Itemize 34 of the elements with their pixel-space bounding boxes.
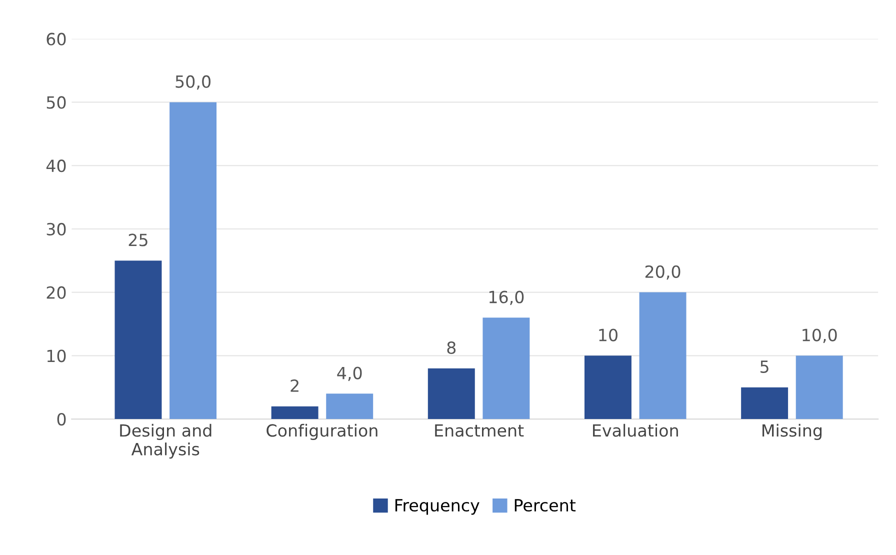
bar xyxy=(741,387,788,420)
bar xyxy=(326,394,374,420)
data-label: 5 xyxy=(760,360,768,374)
y-tick-label: 40 xyxy=(46,160,66,172)
data-label: 8 xyxy=(447,341,456,354)
legend-label: Percent xyxy=(514,499,576,512)
y-tick-label: 10 xyxy=(47,350,66,362)
bar xyxy=(584,356,632,420)
data-label: 4,0 xyxy=(337,366,362,382)
bar xyxy=(114,260,162,420)
bar xyxy=(271,406,318,420)
data-label: 50,0 xyxy=(176,75,210,90)
x-tick-label: Missing xyxy=(762,424,822,440)
legend-label: Frequency xyxy=(395,499,480,515)
bar xyxy=(428,368,475,420)
y-tick-label: 0 xyxy=(57,412,66,426)
y-tick-label: 50 xyxy=(46,96,66,109)
data-label: 2 xyxy=(290,379,298,392)
data-label: 16,0 xyxy=(489,290,524,306)
x-tick-label: Evaluation xyxy=(593,424,678,437)
y-tick-label: 30 xyxy=(46,222,66,236)
x-tick-label: Configuration xyxy=(266,424,378,440)
data-label: 25 xyxy=(128,234,148,246)
bar xyxy=(170,102,217,420)
bar xyxy=(639,292,686,420)
data-label: 10 xyxy=(599,328,618,342)
bar xyxy=(482,318,530,420)
data-label: 10,0 xyxy=(802,328,837,344)
y-tick-label: 20 xyxy=(46,286,66,299)
y-tick-label: 60 xyxy=(46,32,66,46)
bar xyxy=(796,356,843,420)
x-tick-label: Design and Analysis xyxy=(120,424,212,459)
x-tick-label: Enactment xyxy=(435,424,524,437)
data-label: 20,0 xyxy=(645,265,680,280)
